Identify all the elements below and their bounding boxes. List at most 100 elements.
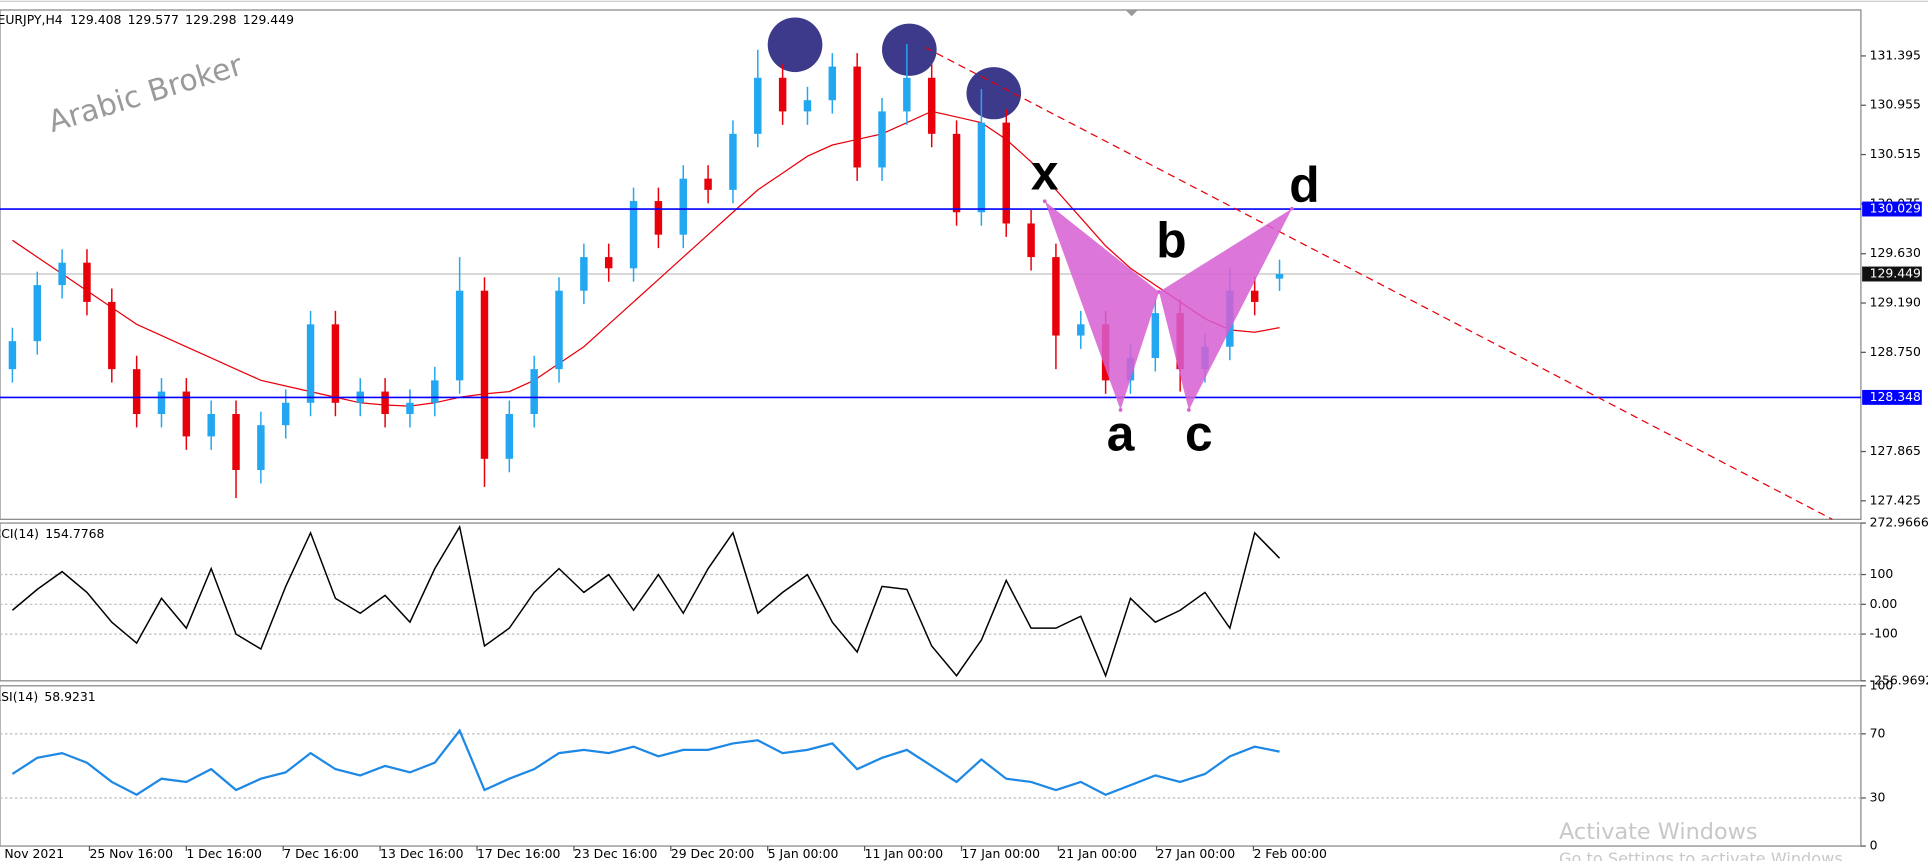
level-label-box [1862,201,1922,217]
pattern-label: b [1156,213,1186,269]
x-tick-label: 17 Dec 16:00 [477,846,561,861]
candle-body [83,262,91,302]
x-tick-label: 25 Nov 16:00 [89,846,173,861]
level-label: 128.348 [1870,389,1921,404]
candle-body [1052,257,1060,336]
current-price-label: 129.449 [1870,266,1921,281]
candle-body [108,301,116,370]
pattern-point [1042,199,1047,204]
symbol: EURJPY,H4 [0,11,63,26]
candle-body [132,369,141,414]
pattern-wing [1044,201,1160,411]
candle-body [853,66,861,168]
rsi-value: 58.9231 [44,688,95,703]
y-tick-label: 130.955 [1870,97,1921,112]
pattern-point [1157,289,1161,294]
candle-body [1027,223,1035,258]
x-tick-label: 13 Dec 16:00 [380,846,464,861]
x-tick-label: 17 Jan 00:00 [962,846,1041,861]
candle-body [803,100,812,112]
trendline [925,46,1833,520]
candle-body [505,413,514,459]
y-tick-label: 0.00 [1870,596,1898,611]
price-header: EURJPY,H4 129.408 129.577 129.298 129.449 [0,11,294,26]
scroll-marker [1125,9,1138,17]
y-tick-label: 130.515 [1870,146,1921,161]
low-value: 129.298 [185,11,236,26]
pattern-point [1118,408,1123,412]
y-tick-label: 129.630 [1870,245,1921,260]
x-tick-label: 2 Feb 00:00 [1253,846,1327,861]
x-tick-label: 11 Jan 00:00 [865,846,944,861]
pattern-label: d [1289,157,1319,213]
rsi-name: RSI(14) [0,688,38,703]
candle-body [157,391,166,414]
candle-body [704,178,712,190]
candle-body [306,324,315,403]
pattern-point [1186,408,1191,412]
candle-body [977,122,986,213]
candle-body [207,413,215,437]
indicator-line [11,524,1281,678]
rsi-header: RSI(14) 58.9231 [0,688,96,703]
y-tick-label: 131.395 [1870,47,1921,62]
candle-body [331,324,340,403]
y-tick-label: 127.865 [1870,443,1921,458]
y-tick-label: 100 [1870,677,1894,692]
current-price-box [1862,266,1922,282]
candle-body [431,380,439,403]
x-tick-label: 23 Dec 16:00 [574,846,658,861]
candle-body [1275,274,1284,279]
cci-pane [0,522,1862,682]
candle-body [754,77,762,134]
y-tick-label: 70 [1870,725,1886,740]
y-tick-label: 0 [1870,838,1878,853]
candle-body [58,262,66,286]
level-label: 130.029 [1870,201,1921,216]
candle-body [604,257,613,269]
activation-subtitle: Go to Settings to activate Windows. [1559,849,1848,861]
pattern-wing [1159,208,1292,411]
candle-body [1002,122,1010,224]
candle-body [828,66,837,101]
y-tick-label: 272.9666 [1870,515,1928,530]
highlight-ellipse [882,23,937,76]
candle-body [927,77,936,134]
candle-body [878,111,886,168]
level-label-box [1862,389,1922,405]
candle-body [406,402,414,414]
x-tick-label: 9 Nov 2021 [0,846,64,861]
cci-value: 154.7768 [45,526,104,541]
pattern-point [1290,206,1294,211]
cci-name: CCI(14) [0,526,39,541]
candle-body [1151,313,1160,358]
y-tick-label: 100 [1870,566,1894,581]
candle-body [530,369,538,414]
candle-body [729,133,737,190]
highlight-ellipse [966,67,1022,120]
candle-body [654,201,663,235]
candle-body [1077,324,1085,336]
candle-body [281,402,290,426]
moving-average [12,110,1280,407]
candle-body [257,425,265,471]
y-tick-label: -100 [1870,626,1898,641]
candle-body [381,391,389,414]
activation-title: Activate Windows [1559,819,1758,845]
candle-body [33,285,41,342]
high-value: 129.577 [128,11,179,26]
y-tick-label: 129.190 [1870,295,1921,310]
highlight-ellipse [767,17,823,73]
pattern-label: a [1107,405,1135,461]
pattern-label: c [1185,405,1213,461]
close-value: 129.449 [243,11,294,26]
candle-body [182,391,191,437]
candle-body [455,290,464,381]
candle-body [480,290,489,459]
candle-body [903,77,911,112]
y-tick-label: 127.425 [1870,492,1921,507]
candle-body [778,77,787,112]
x-tick-label: 1 Dec 16:00 [186,846,262,861]
